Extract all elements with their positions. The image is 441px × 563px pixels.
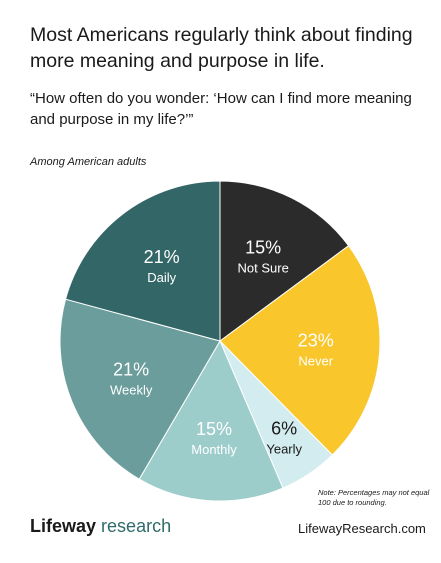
slice-label-monthly: Monthly — [191, 442, 237, 457]
chart-title: Most Americans regularly think about fin… — [30, 24, 413, 72]
slice-value-weekly: 21% — [113, 359, 149, 379]
slice-label-daily: Daily — [147, 270, 176, 285]
slice-label-weekly: Weekly — [110, 382, 153, 397]
chart-subtitle: “How often do you wonder: ‘How can I fin… — [30, 90, 412, 128]
slice-label-yearly: Yearly — [266, 442, 302, 457]
pie-slice-daily — [64, 180, 221, 342]
logo-word: research — [101, 516, 172, 536]
pie-slice-never — [219, 245, 381, 456]
slice-value-monthly: 15% — [196, 419, 232, 439]
website-link[interactable]: LifewayResearch.com — [298, 521, 426, 536]
slice-label-never: Never — [298, 353, 333, 368]
logo-brand: Lifeway — [30, 516, 97, 536]
lifeway-research-logo: Lifeway research — [30, 516, 171, 537]
slice-value-yearly: 6% — [271, 419, 297, 439]
slice-value-daily: 21% — [144, 247, 180, 267]
slice-value-not-sure: 15% — [245, 237, 281, 257]
rounding-footnote: Note: Percentages may not equal 100 due … — [318, 488, 430, 507]
slice-value-never: 23% — [298, 330, 334, 350]
pie-slice-weekly — [59, 298, 221, 480]
slice-label-not-sure: Not Sure — [238, 260, 289, 275]
population-note: Among American adults — [30, 156, 147, 168]
pie-slice-not-sure — [219, 180, 350, 342]
pie-slice-monthly — [138, 339, 284, 502]
